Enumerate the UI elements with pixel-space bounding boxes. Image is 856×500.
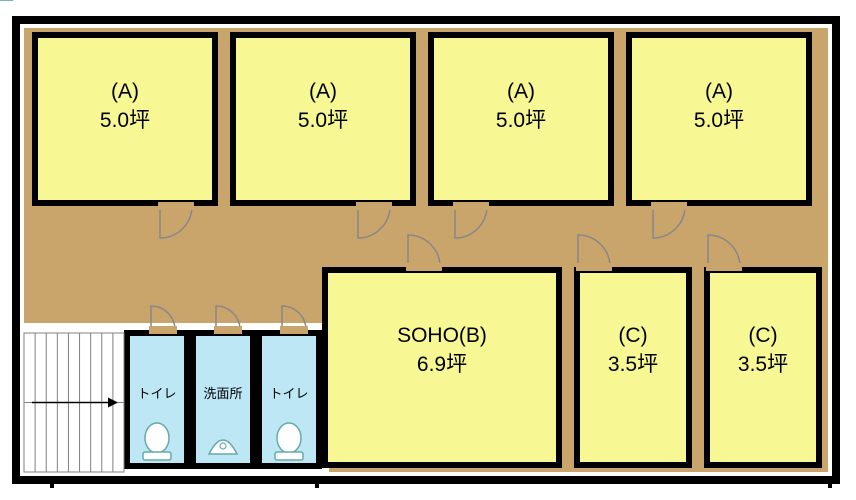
room-a1-label: (A) 5.0坪 xyxy=(35,80,215,134)
room-c2-label: (C) 3.5坪 xyxy=(707,324,819,378)
toilet-right-label: トイレ xyxy=(259,383,319,402)
room-a2-label: (A) 5.0坪 xyxy=(233,80,413,134)
toilet-left-label: トイレ xyxy=(127,383,187,402)
room-c1-label: (C) 3.5坪 xyxy=(577,324,689,378)
room-soho-label: SOHO(B) 6.9坪 xyxy=(325,324,559,378)
floor-plan xyxy=(0,0,856,500)
washroom-label: 洗面所 xyxy=(193,383,253,402)
room-a4-label: (A) 5.0坪 xyxy=(629,80,809,134)
room-a3-label: (A) 5.0坪 xyxy=(431,80,611,134)
